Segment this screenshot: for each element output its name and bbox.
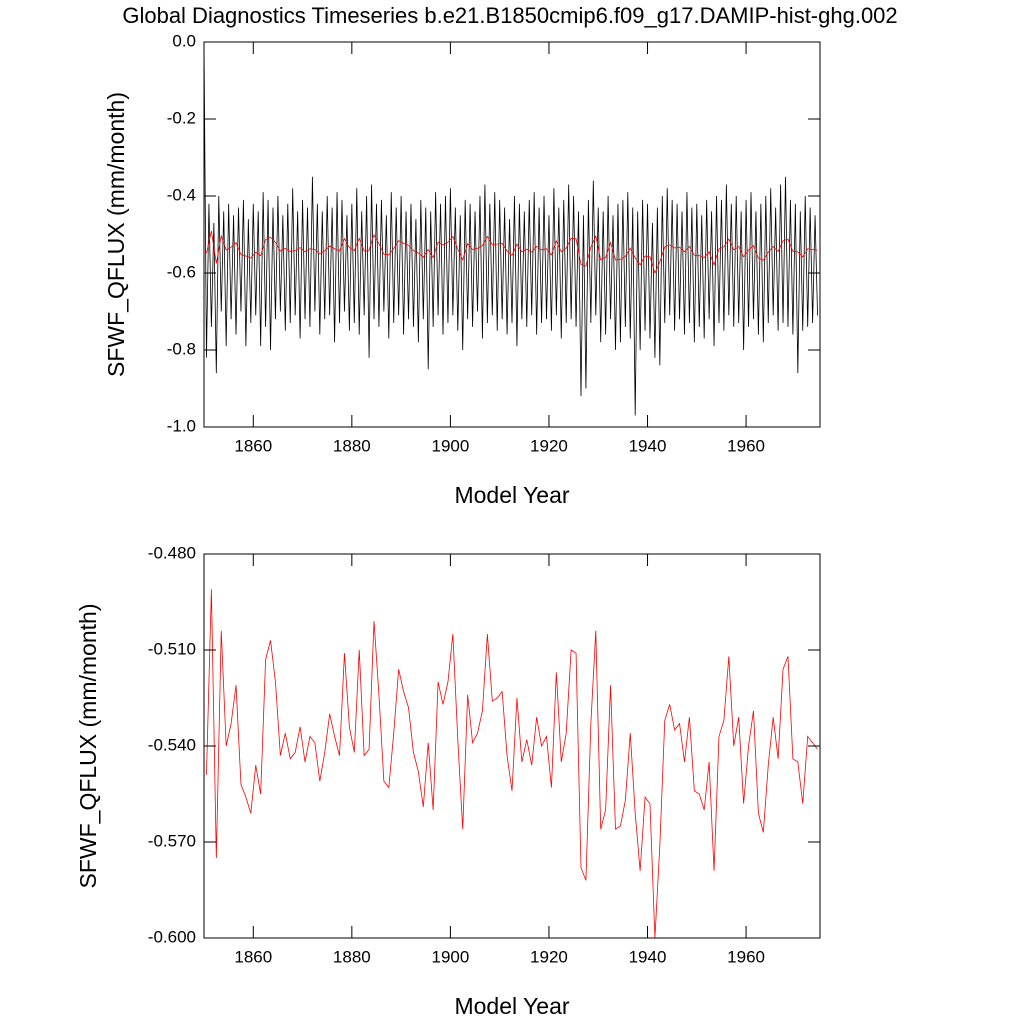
- figure-title: Global Diagnostics Timeseries b.e21.B185…: [122, 3, 897, 28]
- x-tick-label: 1880: [333, 436, 371, 455]
- y-tick-label: -1.0: [167, 416, 196, 435]
- y-tick-label: -0.570: [148, 831, 196, 850]
- x-tick-label: 1900: [431, 947, 469, 966]
- data-line: [206, 230, 818, 275]
- x-tick-label: 1860: [234, 947, 272, 966]
- y-tick-label: -0.4: [167, 185, 196, 204]
- x-tick-label: 1920: [530, 947, 568, 966]
- y-tick-label: -0.8: [167, 339, 196, 358]
- x-tick-label: 1960: [727, 436, 765, 455]
- x-tick-label: 1940: [629, 947, 667, 966]
- x-tick-label: 1940: [629, 436, 667, 455]
- y-tick-label: -0.6: [167, 262, 196, 281]
- x-tick-label: 1880: [333, 947, 371, 966]
- x-axis-title: Model Year: [454, 993, 569, 1019]
- y-tick-label: -0.480: [148, 543, 196, 562]
- data-line: [206, 589, 818, 938]
- y-tick-label: -0.510: [148, 639, 196, 658]
- y-tick-label: -0.2: [167, 108, 196, 127]
- x-tick-label: 1900: [431, 436, 469, 455]
- y-tick-label: -0.540: [148, 735, 196, 754]
- y-tick-label: -0.600: [148, 927, 196, 946]
- x-tick-label: 1960: [727, 947, 765, 966]
- data-line: [204, 42, 818, 416]
- x-tick-label: 1860: [234, 436, 272, 455]
- y-axis-title: SFWF_QFLUX (mm/month): [75, 604, 101, 889]
- y-axis-title: SFWF_QFLUX (mm/month): [103, 92, 129, 377]
- x-axis-title: Model Year: [454, 482, 569, 508]
- x-tick-label: 1920: [530, 436, 568, 455]
- plot-frame: [203, 41, 821, 428]
- y-tick-label: 0.0: [172, 31, 196, 50]
